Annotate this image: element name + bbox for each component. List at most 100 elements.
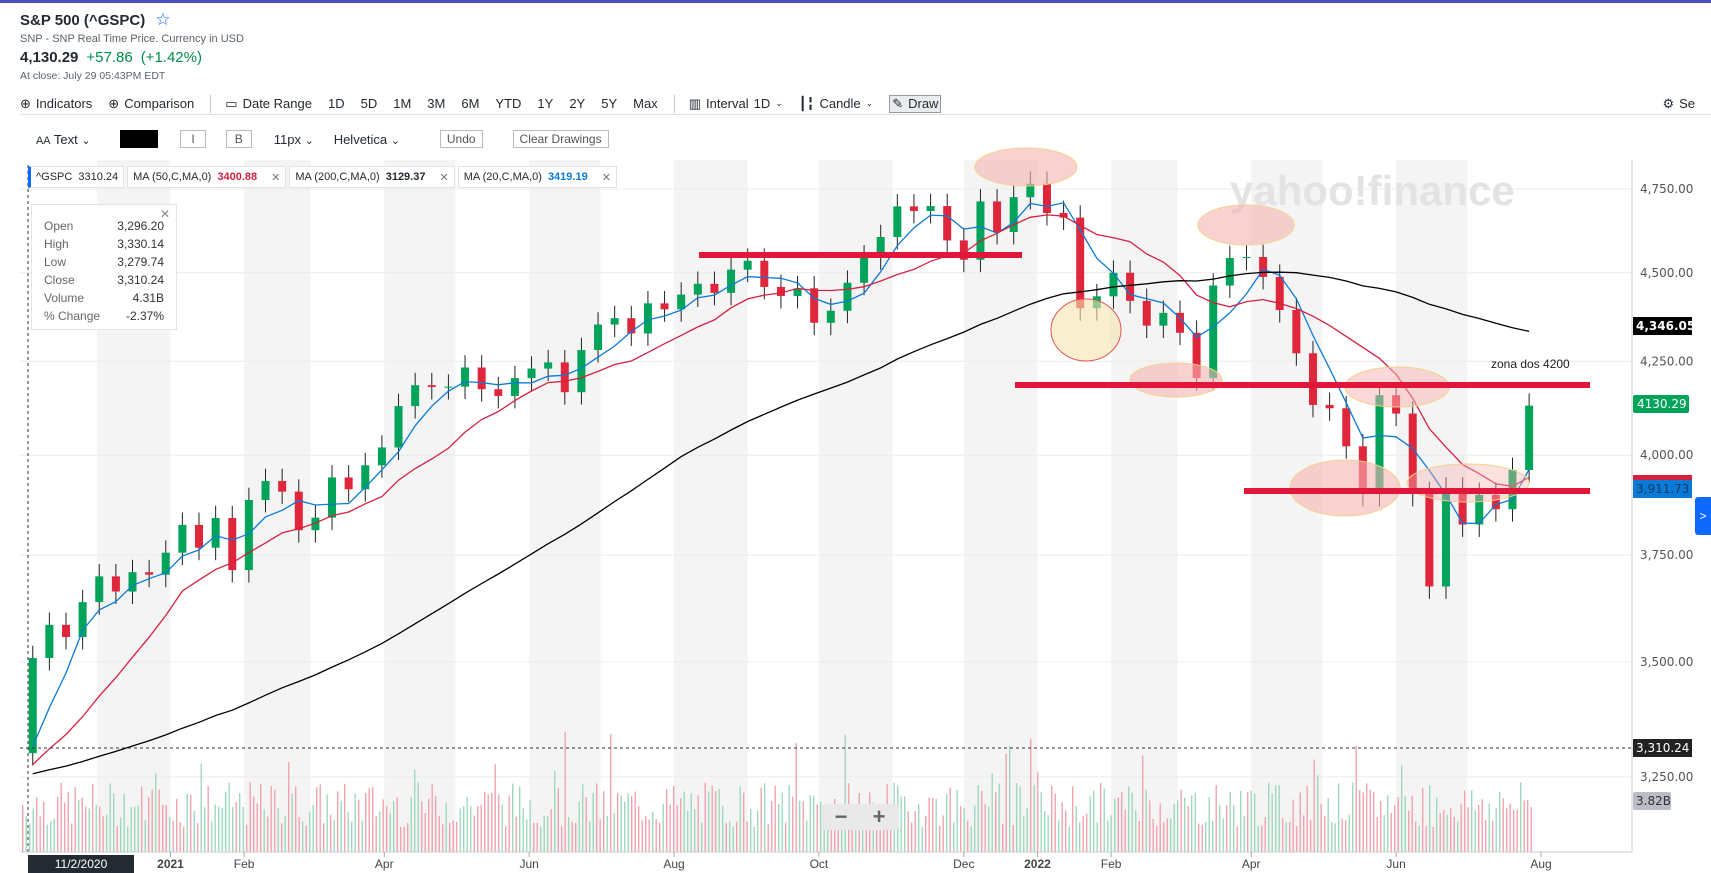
volume-bar [400,826,402,852]
range-6m[interactable]: 6M [461,96,480,111]
volume-bar [372,787,374,852]
volume-bar [582,784,584,852]
candle [660,303,669,310]
range-1m[interactable]: 1M [393,96,412,111]
clear-drawings-button[interactable]: Clear Drawings [512,130,609,148]
bold-button[interactable]: B [225,130,252,148]
text-tool-dropdown[interactable]: AA Text ⌄ [36,131,91,147]
close-icon[interactable]: ✕ [159,207,170,221]
volume-bar [225,791,227,852]
date-range-button[interactable]: ▭ Date Range [225,95,312,112]
volume-bar [141,786,143,852]
volume-bar [550,809,552,852]
drawn-ellipse[interactable] [1197,204,1295,246]
candle [1009,197,1018,232]
range-2y[interactable]: 2Y [569,96,586,111]
volume-bar [1331,821,1333,852]
settings-button[interactable]: ⚙ Se [1662,95,1695,112]
volume-bars [22,732,1532,852]
candle [1159,312,1168,326]
tag-ma20[interactable]: MA (20,C,MA,0) 3419.19 ✕ [457,166,617,188]
volume-bar [844,735,846,852]
volume-bar [631,796,633,852]
volume-bar [911,822,913,852]
tag-ma200[interactable]: MA (200,C,MA,0) 3129.37 ✕ [289,166,455,188]
volume-bar [1191,795,1193,852]
volume-bar [788,785,790,852]
range-max[interactable]: Max [633,96,658,111]
volume-bar [946,793,948,852]
interval-dropdown[interactable]: ▥ Interval 1D ⌄ [688,95,783,112]
color-swatch[interactable] [120,130,159,148]
comparison-button[interactable]: ⊕ Comparison [108,95,195,112]
volume-bar [123,793,125,852]
range-ytd[interactable]: YTD [495,96,522,111]
range-1d[interactable]: 1D [327,96,345,111]
volume-bar [1264,817,1266,852]
chart-type-dropdown[interactable]: ┃╏ Candle ⌄ [798,95,874,112]
candle [544,362,553,369]
volume-bar [1030,738,1032,852]
volume-bar [316,787,318,852]
drawn-ellipse[interactable] [1129,362,1223,398]
volume-bar [851,826,853,852]
ohlc-value: -2.37% [125,309,164,323]
page-title: S&P 500 (^GSPC) [20,11,146,29]
volume-bar [232,807,234,852]
volume-bar [963,807,965,852]
volume-bar [949,787,951,852]
indicators-button[interactable]: ⊕ Indicators [20,95,93,112]
volume-bar [501,804,503,852]
volume-bar [1163,822,1165,852]
volume-bar [1285,822,1287,852]
volume-bar [722,805,724,852]
volume-bar [130,807,132,852]
volume-bar [578,801,580,852]
font-family-dropdown[interactable]: Helvetica ⌄ [333,131,400,147]
volume-bar [1352,782,1354,852]
watermark: yahoo!finance [1230,167,1515,214]
drawn-ellipse[interactable] [974,147,1078,187]
range-5d[interactable]: 5D [360,96,378,111]
volume-bar [641,820,643,852]
volume-bar [536,822,538,852]
quote-source: SNP - SNP Real Time Price. Currency in U… [20,33,244,45]
draw-button[interactable]: ✎ Draw [889,94,942,113]
drawn-ellipse[interactable] [1406,463,1530,503]
tag-ma50[interactable]: MA (50,C,MA,0) 3400.88 ✕ [127,166,287,188]
volume-bar [778,804,780,852]
undo-button[interactable]: Undo [439,130,483,148]
volume-bar [589,821,591,852]
volume-bar [1327,798,1329,852]
volume-bar [760,787,762,852]
tag-symbol[interactable]: ^GSPC 3310.24 [28,166,125,188]
range-3m[interactable]: 3M [427,96,446,111]
y-tick-label: 4,250.00 [1640,354,1693,368]
range-5y[interactable]: 5Y [601,96,618,111]
italic-button[interactable]: I [180,130,206,148]
zoom-out-button[interactable]: − [834,804,848,829]
volume-bar [431,784,433,852]
range-1y[interactable]: 1Y [537,96,554,111]
candle [344,477,353,490]
star-icon[interactable]: ☆ [155,10,171,29]
zoom-in-button[interactable]: + [872,804,886,829]
volume-bar [1425,826,1427,852]
close-icon[interactable]: ✕ [601,171,611,184]
volume-bar [106,814,108,852]
close-icon[interactable]: ✕ [271,171,281,184]
font-size-dropdown[interactable]: 11px ⌄ [273,131,314,147]
volume-bar [494,764,496,852]
candle [78,602,87,638]
month-band [1111,160,1178,852]
volume-bar [837,819,839,852]
drawn-ellipse[interactable] [1050,298,1122,362]
close-icon[interactable]: ✕ [439,171,449,184]
volume-bar [655,819,657,852]
drawn-annotation[interactable]: zona dos 4200 [1491,357,1570,371]
volume-bar [1509,803,1511,852]
volume-bar [190,794,192,852]
volume-bar [428,798,430,852]
expand-panel-button[interactable]: > [1695,497,1711,535]
